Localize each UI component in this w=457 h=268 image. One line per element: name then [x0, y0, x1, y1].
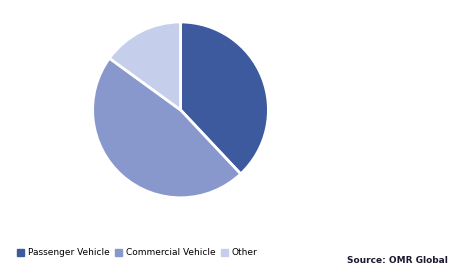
Legend: Passenger Vehicle, Commercial Vehicle, Other: Passenger Vehicle, Commercial Vehicle, O…: [14, 245, 261, 261]
Wedge shape: [181, 22, 268, 174]
Wedge shape: [109, 22, 181, 110]
Wedge shape: [93, 58, 241, 198]
Text: Source: OMR Global: Source: OMR Global: [347, 256, 448, 265]
